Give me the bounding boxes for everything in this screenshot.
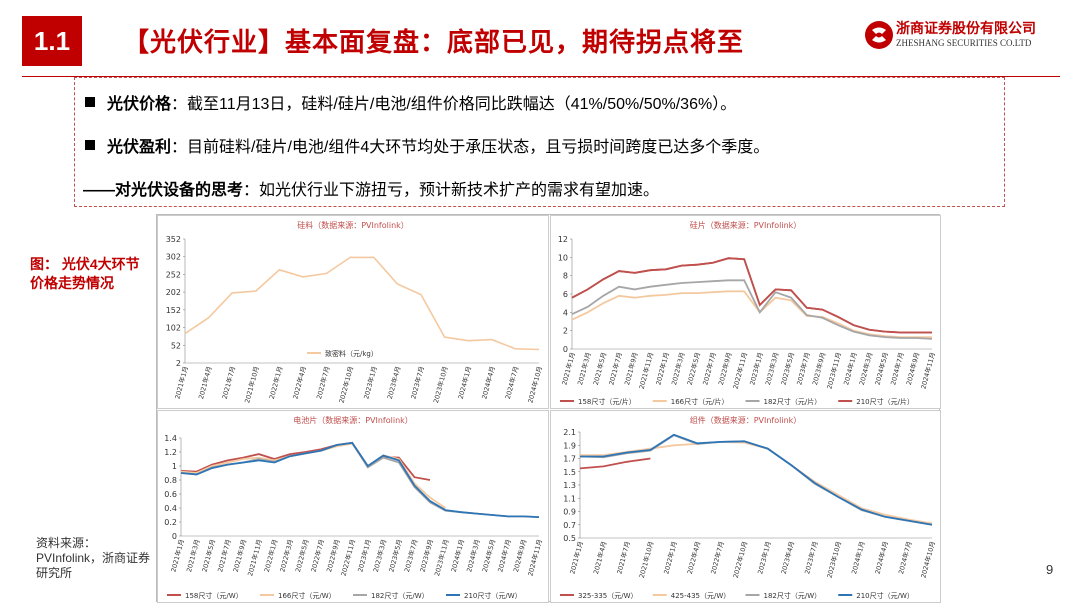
- y-tick-label: 0.6: [164, 490, 177, 499]
- legend-label: 166尺寸（元/片）: [671, 397, 729, 406]
- legend-label: 致密料（元/kg）: [325, 349, 378, 358]
- y-tick-label: 8: [563, 272, 568, 281]
- legend-label: 182尺寸（元/W）: [764, 591, 822, 600]
- series-line: [571, 290, 932, 338]
- chart-panel-border: [157, 215, 549, 409]
- chart-title: 硅片（数据来源：PVInfolink）: [690, 220, 802, 230]
- y-tick-label: 52: [171, 341, 181, 350]
- chart-title: 电池片（数据来源：PVInfolink）: [293, 415, 413, 425]
- series-line: [180, 441, 540, 518]
- y-tick-label: 0: [172, 532, 177, 541]
- zheshang-logo-icon: [865, 21, 893, 49]
- legend-label: 210尺寸（元/W）: [856, 591, 914, 600]
- legend-label: 210尺寸（元/片）: [856, 397, 914, 406]
- y-tick-label: 352: [166, 235, 181, 244]
- bullet-text: ：如光伏行业下游扭亏，预计新技术扩产的需求有望加速。: [243, 182, 660, 199]
- y-tick-label: 2: [176, 359, 181, 368]
- page-title: 【光伏行业】基本面复盘：底部已见，期待拐点将至: [123, 27, 745, 57]
- legend-label: 182尺寸（元/片）: [764, 397, 822, 406]
- y-tick-label: 1: [172, 462, 177, 471]
- y-tick-label: 302: [166, 253, 181, 262]
- chart-panel-border: [550, 215, 941, 409]
- bullet-thinking: ——对光伏设备的思考 ：如光伏行业下游扭亏，预计新技术扩产的需求有望加速。: [83, 176, 659, 200]
- y-tick-label: 1.2: [164, 448, 177, 457]
- y-tick-label: 1.9: [563, 441, 576, 450]
- chart-panel: 组件（数据来源：PVInfolink） 2.1 1.9 1.7 1.5 1.3 1.1 0.9…: [550, 410, 941, 603]
- series-line: [184, 256, 540, 351]
- y-tick-label: 1.5: [563, 468, 576, 477]
- y-tick-label: 2.1: [563, 428, 576, 437]
- y-tick-label: 1.7: [563, 455, 576, 464]
- y-tick-label: 202: [166, 288, 181, 297]
- series-line: [571, 257, 932, 334]
- bullet-profit: 光伏盈利 ：目前硅料/硅片/电池/组件4大环节均处于承压状态，且亏损时间跨度已达…: [85, 133, 769, 157]
- chart-frame: 硅料（数据来源：PVInfolink） 352 302 252 202 152 102 52 2…: [156, 214, 941, 603]
- y-tick-label: 0.4: [164, 504, 177, 513]
- header-divider: [22, 76, 1060, 77]
- legend-label: 166尺寸（元/W）: [278, 591, 336, 600]
- bullet-label: 光伏盈利: [107, 139, 172, 156]
- bullet-price: 光伏价格 ：截至11月13日，硅料/硅片/电池/组件价格同比跌幅达（41%/50…: [85, 90, 736, 114]
- section-number: 1.1: [22, 16, 82, 66]
- legend-label: 425-435（元/W）: [671, 592, 731, 600]
- legend-label: 210尺寸（元/W）: [464, 591, 522, 600]
- y-tick-label: 1.3: [563, 481, 576, 490]
- chart-panel: 硅料（数据来源：PVInfolink） 352 302 252 202 152 102 52 2…: [157, 215, 549, 409]
- series-line: [571, 279, 933, 340]
- y-tick-label: 0.5: [563, 534, 576, 543]
- y-tick-label: 10: [558, 253, 568, 262]
- logo-name-en: ZHESHANG SECURITIES CO.LTD: [896, 38, 1032, 48]
- y-tick-label: 102: [166, 324, 181, 333]
- bullet-label: 光伏价格: [107, 96, 172, 113]
- series-line: [580, 433, 933, 526]
- chart-panel-border: [157, 410, 549, 603]
- y-tick-label: 6: [563, 290, 568, 299]
- figure-caption: 图： 光伏4大环节价格走势情况: [30, 256, 140, 291]
- legend-label: 325-335（元/W）: [578, 592, 638, 600]
- y-tick-label: 12: [558, 235, 568, 244]
- legend-label: 158尺寸（元/W）: [185, 591, 243, 600]
- chart-title: 组件（数据来源：PVInfolink）: [690, 415, 802, 425]
- y-tick-label: 0.2: [164, 518, 177, 527]
- y-tick-label: 0.7: [563, 521, 576, 530]
- source-note: 资料来源：PVInfolink，浙商证券研究所: [36, 536, 151, 580]
- chart-panel: 电池片（数据来源：PVInfolink） 1.4 1.2 1 0.8 0.6 0.4 0.2 0…: [157, 410, 549, 603]
- y-tick-label: 0.8: [164, 476, 177, 485]
- series-line: [579, 457, 651, 470]
- bullet-square-icon: [85, 97, 95, 107]
- chart-panel-border: [550, 410, 941, 603]
- page-number: 9: [1046, 562, 1054, 577]
- y-tick-label: 152: [166, 306, 181, 315]
- bullet-label: ——对光伏设备的思考: [83, 182, 244, 199]
- bullet-square-icon: [85, 140, 95, 150]
- y-tick-label: 1.1: [563, 494, 576, 503]
- logo-name-cn: 浙商证券股份有限公司: [896, 20, 1036, 36]
- bullet-text: ：截至11月13日，硅料/硅片/电池/组件价格同比跌幅达（41%/50%/50%…: [171, 96, 737, 113]
- chart-title: 硅料（数据来源：PVInfolink）: [297, 220, 409, 230]
- legend-label: 182尺寸（元/W）: [371, 591, 429, 600]
- y-tick-label: 0.9: [563, 508, 576, 517]
- company-logo: 浙商证券股份有限公司 ZHESHANG SECURITIES CO.LTD: [864, 16, 1059, 54]
- y-tick-label: 0: [563, 345, 568, 354]
- y-tick-label: 4: [563, 308, 568, 317]
- charts-svg: 硅料（数据来源：PVInfolink）352302252202152102522…: [157, 215, 941, 603]
- y-tick-label: 2: [563, 327, 568, 336]
- y-tick-label: 1.4: [164, 434, 177, 443]
- y-tick-label: 252: [166, 270, 181, 279]
- bullet-text: ：目前硅料/硅片/电池/组件4大环节均处于承压状态，且亏损时间跨度已达多个季度。: [171, 139, 770, 156]
- legend-label: 158尺寸（元/片）: [578, 397, 636, 406]
- summary-box: 光伏价格 ：截至11月13日，硅料/硅片/电池/组件价格同比跌幅达（41%/50…: [74, 77, 1005, 207]
